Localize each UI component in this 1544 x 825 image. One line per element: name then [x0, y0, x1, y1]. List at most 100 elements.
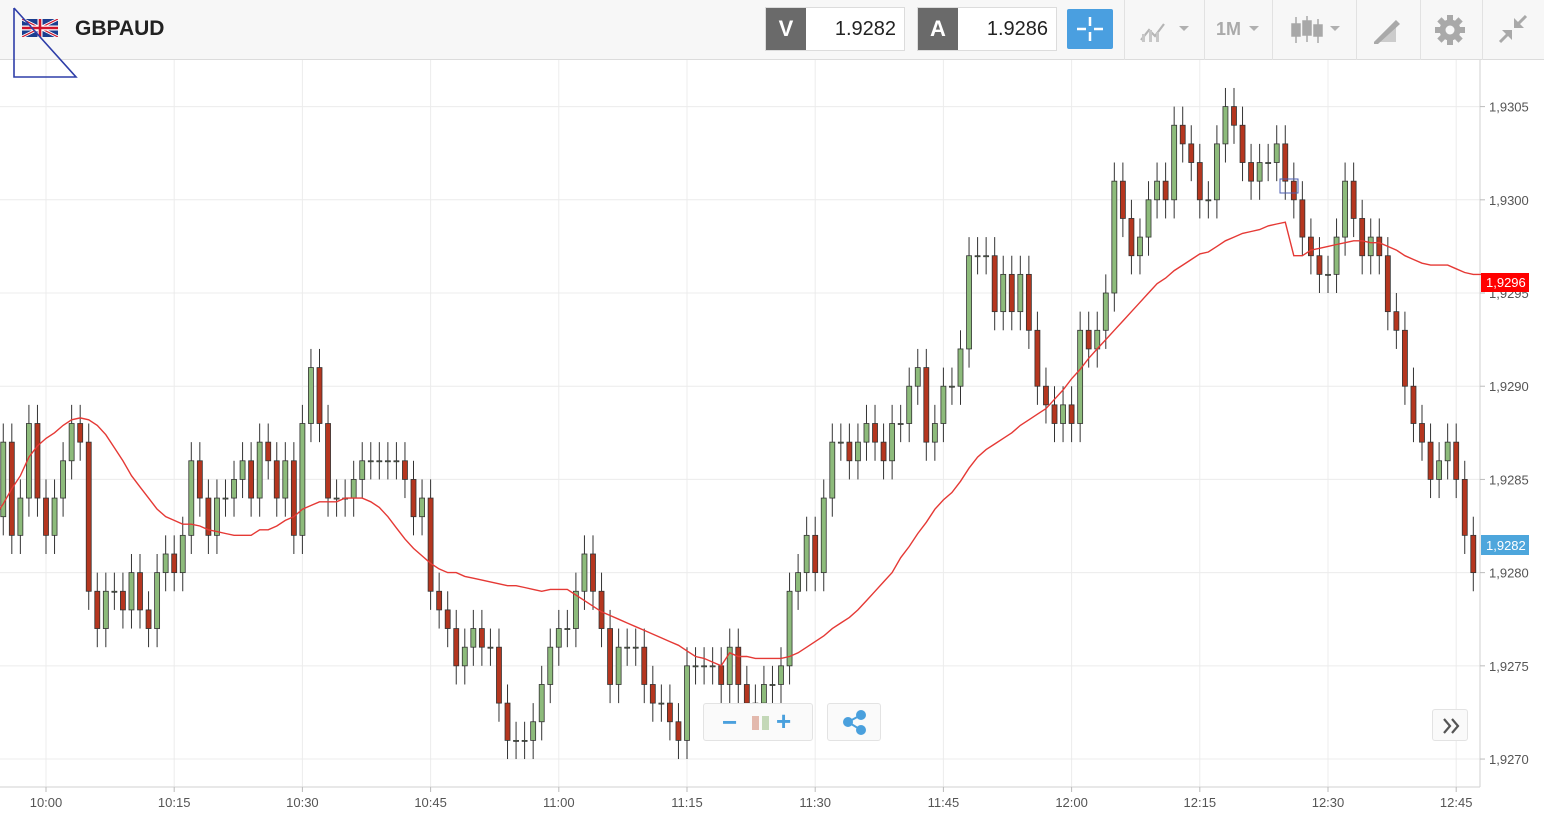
candle-body [701, 665, 707, 668]
buy-price-button[interactable]: A 1.9286 [917, 7, 1057, 51]
candle-body [188, 460, 195, 536]
candle [436, 572, 443, 629]
candle [1436, 442, 1443, 499]
candle-body [641, 646, 648, 685]
y-axis-ticks: 1,92701,92751,92801,92851,92901,92951,93… [1480, 100, 1529, 767]
candle-body [162, 553, 169, 574]
candle-body [1444, 441, 1451, 462]
candle [1000, 255, 1007, 331]
candle-body [1179, 124, 1186, 145]
candle [1077, 311, 1084, 443]
candle [461, 628, 468, 685]
candle-body [1017, 273, 1024, 313]
candle-body [1436, 460, 1443, 480]
candle [1188, 125, 1195, 182]
candle [419, 479, 425, 536]
candle-body [1111, 180, 1118, 294]
candle-body [837, 441, 844, 444]
candle-body [367, 460, 374, 463]
candle [581, 535, 588, 610]
crosshair-button[interactable] [1067, 9, 1113, 49]
candle [615, 628, 622, 704]
candle [359, 442, 366, 499]
candle-body [991, 255, 998, 313]
toolbar-divider [1420, 0, 1421, 60]
share-button[interactable] [827, 703, 881, 741]
candle-body [1154, 180, 1160, 201]
candle-body [1162, 180, 1169, 201]
candle [94, 572, 101, 648]
candle-body [572, 590, 579, 629]
candle [325, 404, 331, 517]
candle-body [1000, 273, 1007, 313]
candle-body [1231, 106, 1237, 126]
zoom-in-icon[interactable]: + [776, 706, 792, 736]
candle [803, 516, 810, 592]
candle-body [111, 590, 118, 593]
candle [675, 703, 682, 760]
x-tick-label: 11:00 [543, 795, 575, 810]
candle [145, 591, 152, 648]
draw-tools-button[interactable] [1370, 12, 1406, 48]
candle-body [1145, 199, 1152, 238]
collapse-button[interactable] [1496, 12, 1532, 48]
candle [171, 535, 178, 592]
candle [1137, 218, 1143, 275]
scroll-to-latest-button[interactable] [1432, 709, 1468, 741]
candle [1068, 386, 1075, 443]
candle-body [667, 702, 673, 723]
candle [214, 479, 220, 554]
zoom-out-icon[interactable]: − [722, 707, 738, 737]
candle [564, 609, 571, 648]
candle [1171, 106, 1178, 219]
sell-price-button[interactable]: V 1.9282 [765, 7, 905, 51]
candle-body [1393, 311, 1400, 331]
candle [530, 703, 537, 760]
candle [641, 628, 648, 704]
y-tick-label: 1,9305 [1489, 100, 1529, 115]
candle [1162, 162, 1169, 219]
candle-body [1384, 255, 1391, 313]
candlestick-type-button[interactable] [1286, 12, 1346, 48]
candle [1273, 125, 1280, 182]
candle-body [1248, 162, 1254, 182]
candle [649, 665, 656, 722]
candle [470, 609, 477, 666]
candle-body [735, 646, 742, 685]
candle [667, 684, 673, 741]
candle [68, 404, 75, 480]
candle-body [137, 572, 143, 611]
candle-body [581, 553, 588, 592]
x-tick-label: 11:15 [671, 795, 703, 810]
zoom-reset-icon[interactable] [750, 712, 772, 734]
candle-body [1043, 385, 1049, 406]
candle [1060, 386, 1066, 443]
candle [256, 423, 263, 517]
trendline-drawing[interactable] [13, 7, 78, 78]
settings-button[interactable] [1434, 12, 1468, 48]
candle [393, 442, 400, 480]
candle-body [1077, 329, 1084, 424]
candle [1427, 423, 1434, 499]
candle [478, 609, 485, 666]
candle-body [316, 367, 323, 424]
candle [402, 442, 408, 499]
x-tick-label: 10:00 [30, 795, 63, 810]
candle [85, 423, 92, 610]
candle [1402, 311, 1408, 405]
candle-body [513, 739, 519, 742]
candle-body [658, 702, 665, 705]
candle [128, 553, 135, 629]
candle [444, 591, 451, 648]
timeframe-selector[interactable]: 1M [1216, 19, 1242, 39]
candle [1213, 125, 1220, 219]
candle-body [684, 665, 690, 741]
candle [1470, 516, 1477, 592]
candle [137, 553, 143, 629]
candle-body [1102, 292, 1109, 331]
timeframe-chevron[interactable] [1244, 12, 1264, 48]
chart-type-button[interactable] [1136, 12, 1196, 48]
candle [120, 572, 126, 629]
candle [367, 442, 374, 480]
